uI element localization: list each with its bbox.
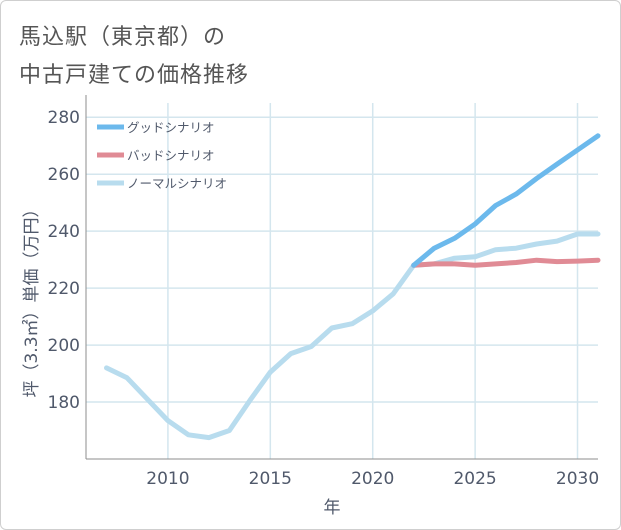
chart-title-line-2: 中古戸建ての価格推移 xyxy=(19,63,250,88)
y-tick-label-180: 180 xyxy=(48,393,80,413)
series-line-2 xyxy=(104,231,601,441)
x-tick-label-2020: 2020 xyxy=(351,469,394,489)
y-tick-label-220: 220 xyxy=(48,279,80,299)
y-tick-label-260: 260 xyxy=(48,165,80,185)
series-line-0 xyxy=(411,133,601,268)
y-tick-label-240: 240 xyxy=(48,222,80,242)
chart-title-line-1: 馬込駅（東京都）の xyxy=(19,25,227,50)
legend-label-0: グッドシナリオ xyxy=(127,120,215,135)
x-axis-title: 年 xyxy=(324,498,341,518)
series-line-1 xyxy=(411,257,601,268)
y-tick-label-280: 280 xyxy=(48,108,80,128)
axis-layer: 2010 2015 2020 2025 2030 180 200 220 240 260 280 年 坪… xyxy=(22,95,599,518)
x-tick-label-2025: 2025 xyxy=(453,469,496,489)
series-layer xyxy=(104,133,601,441)
legend-label-2: ノーマルシナリオ xyxy=(127,176,227,191)
grid-layer xyxy=(86,103,598,459)
x-tick-label-2030: 2030 xyxy=(556,469,599,489)
y-axis-title: 坪（3.3㎡）単価（万円） xyxy=(22,200,42,397)
legend-label-1: バッドシナリオ xyxy=(127,148,215,163)
x-tick-label-2010: 2010 xyxy=(146,469,189,489)
x-tick-label-2015: 2015 xyxy=(249,469,292,489)
y-tick-label-200: 200 xyxy=(48,336,80,356)
